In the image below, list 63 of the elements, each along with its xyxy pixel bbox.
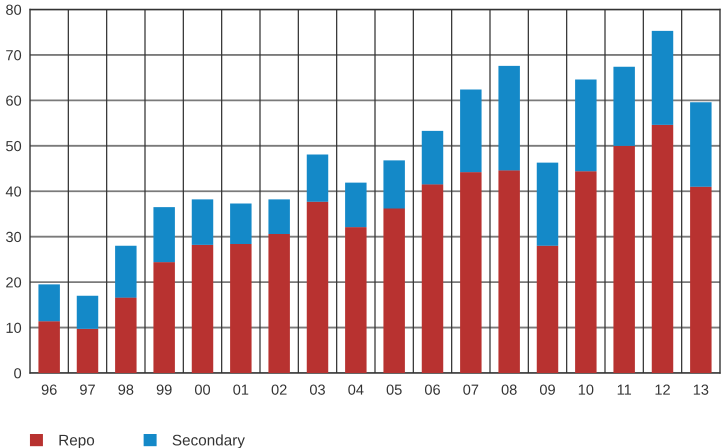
- x-tick-label: 06: [424, 384, 440, 395]
- bar: [498, 66, 520, 170]
- x-tick-label: 98: [118, 384, 134, 395]
- bar: [422, 184, 444, 373]
- bar: [345, 182, 367, 228]
- bar: [498, 170, 520, 373]
- bar: [76, 296, 98, 329]
- x-tick-label: 96: [42, 384, 57, 395]
- y-tick-label: 0: [14, 368, 22, 378]
- bar: [536, 246, 558, 373]
- y-tick-label: 40: [6, 186, 22, 197]
- x-tick-label: 13: [694, 384, 708, 395]
- bar: [230, 204, 252, 244]
- x-tick-label: 99: [156, 384, 172, 395]
- bar: [383, 208, 405, 373]
- x-tick-label: 01: [233, 384, 248, 395]
- bar: [115, 246, 137, 298]
- bar: [422, 130, 444, 184]
- bar: [383, 160, 405, 209]
- x-tick-label: 07: [463, 384, 478, 395]
- bar: [230, 244, 252, 373]
- bar: [345, 227, 367, 373]
- bar: [613, 146, 635, 373]
- bar: [115, 298, 137, 373]
- bar: [76, 328, 98, 373]
- x-tick-label: 02: [272, 384, 287, 395]
- x-tick-label: 11: [618, 384, 632, 395]
- bar: [268, 199, 290, 234]
- y-tick-label: 70: [6, 50, 22, 60]
- x-tick-label: 08: [502, 384, 517, 395]
- bar: [613, 66, 635, 146]
- y-tick-label: 80: [6, 4, 22, 15]
- bar: [38, 321, 60, 373]
- bar: [192, 199, 214, 245]
- x-tick-label: 10: [578, 384, 594, 395]
- bar: [153, 207, 175, 262]
- bar: [38, 284, 60, 322]
- bar: [192, 244, 214, 373]
- y-tick-label: 10: [6, 322, 22, 333]
- y-tick-label: 60: [6, 95, 22, 106]
- bar: [575, 79, 597, 172]
- y-tick-label: 20: [6, 277, 22, 288]
- bar: [652, 124, 674, 373]
- bar: [690, 186, 712, 373]
- x-tick-label: 00: [194, 384, 210, 395]
- x-tick-label: 97: [80, 384, 95, 395]
- x-tick-label: 12: [656, 384, 670, 395]
- x-tick-label: 09: [540, 384, 555, 395]
- x-tick-label: 03: [310, 384, 325, 395]
- bar: [268, 234, 290, 373]
- bar: [460, 89, 482, 172]
- bar: [460, 172, 482, 373]
- y-tick-label: 30: [6, 232, 22, 242]
- bar: [153, 262, 175, 373]
- y-tick-label: 50: [6, 140, 22, 152]
- bar: [306, 202, 328, 373]
- x-tick-label: 05: [386, 384, 402, 395]
- bar: [536, 162, 558, 246]
- bar: [690, 102, 712, 187]
- bar: [575, 171, 597, 373]
- x-tick-label: 04: [348, 384, 364, 395]
- bar: [306, 154, 328, 202]
- bar: [652, 30, 674, 125]
